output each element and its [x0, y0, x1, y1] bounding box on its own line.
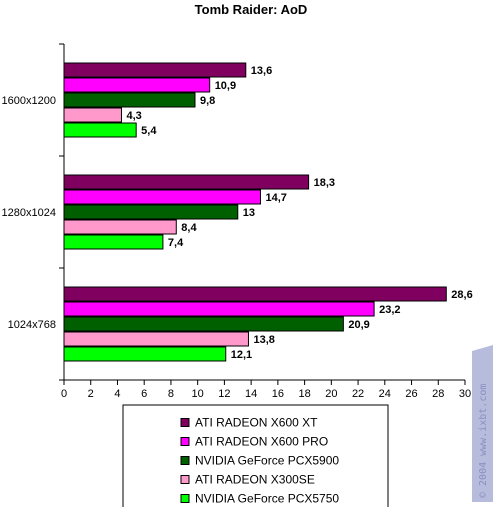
x-tick-label: 12	[218, 388, 230, 400]
x-tick-label: 10	[192, 388, 204, 400]
x-tick-label: 28	[432, 388, 444, 400]
x-tick-label: 18	[298, 388, 310, 400]
watermark: © 2004 www.ixbt.com	[472, 345, 493, 502]
data-label: 23,2	[379, 304, 400, 316]
x-tick-label: 0	[61, 388, 67, 400]
chart-title: Tomb Raider: AoD	[195, 2, 308, 17]
x-tick-label: 6	[141, 388, 147, 400]
legend-swatch	[180, 456, 190, 465]
x-tick-label: 24	[379, 388, 391, 400]
watermark-strip	[472, 345, 493, 502]
data-label: 14,7	[265, 192, 286, 204]
bar	[63, 62, 247, 78]
legend-box	[122, 404, 389, 507]
legend-swatch	[180, 418, 190, 427]
x-tick-label: 14	[245, 388, 257, 400]
data-label: 18,3	[314, 177, 335, 189]
data-label: 13,6	[251, 65, 272, 77]
bar	[63, 122, 137, 138]
bar	[63, 346, 227, 362]
bar	[63, 189, 261, 205]
data-label: 8,4	[181, 222, 197, 234]
watermark-text: © 2004 www.ixbt.com	[478, 384, 489, 498]
plot-area: 13,6 10,99,8 4,35,4 1600x1200 18,3 14,7 13 8,4 7…	[2, 43, 473, 400]
x-tick-label: 8	[168, 388, 174, 400]
legend-entry: ATI RADEON X600 PRO	[195, 435, 328, 449]
bar	[63, 92, 196, 108]
data-label: 7,4	[168, 237, 184, 249]
legend-swatch	[180, 437, 190, 446]
category-label: 1024x768	[8, 319, 56, 331]
category-label: 1280x1024	[2, 207, 56, 219]
legend-swatch	[180, 475, 190, 484]
x-tick-label: 4	[114, 388, 120, 400]
data-label: 4,3	[126, 110, 141, 122]
bar	[63, 234, 164, 250]
legend-entry: NVIDIA GeForce PCX5900	[195, 454, 339, 468]
data-label: 20,9	[348, 319, 369, 331]
data-label: 12,1	[231, 349, 252, 361]
data-label: 5,4	[141, 125, 157, 137]
bar	[63, 204, 239, 220]
legend-entry: ATI RADEON X300SE	[195, 473, 315, 487]
x-tick-label: 2	[88, 388, 94, 400]
data-label: 9,8	[200, 95, 215, 107]
bar	[63, 107, 122, 123]
x-tick-label: 30	[459, 388, 471, 400]
bar	[63, 316, 344, 332]
x-tick-label: 26	[405, 388, 417, 400]
data-label: 10,9	[215, 80, 236, 92]
bar	[63, 174, 310, 190]
data-label: 13	[243, 207, 255, 219]
legend-entry: ATI RADEON X600 XT	[195, 416, 318, 430]
legend: ATI RADEON X600 XT ATI RADEON X600 PRO NVI…	[122, 404, 389, 507]
x-tick-label: 16	[272, 388, 284, 400]
bar	[63, 286, 447, 302]
legend-entry: NVIDIA GeForce PCX5750	[195, 492, 339, 506]
data-label: 13,8	[253, 334, 274, 346]
x-tick-label: 22	[352, 388, 364, 400]
category-label: 1600x1200	[2, 95, 56, 107]
x-tick-label: 20	[325, 388, 337, 400]
data-label: 28,6	[451, 289, 472, 301]
bar	[63, 331, 249, 347]
bar	[63, 77, 211, 93]
bar	[63, 219, 177, 235]
legend-swatch	[180, 494, 190, 503]
bar	[63, 301, 375, 317]
